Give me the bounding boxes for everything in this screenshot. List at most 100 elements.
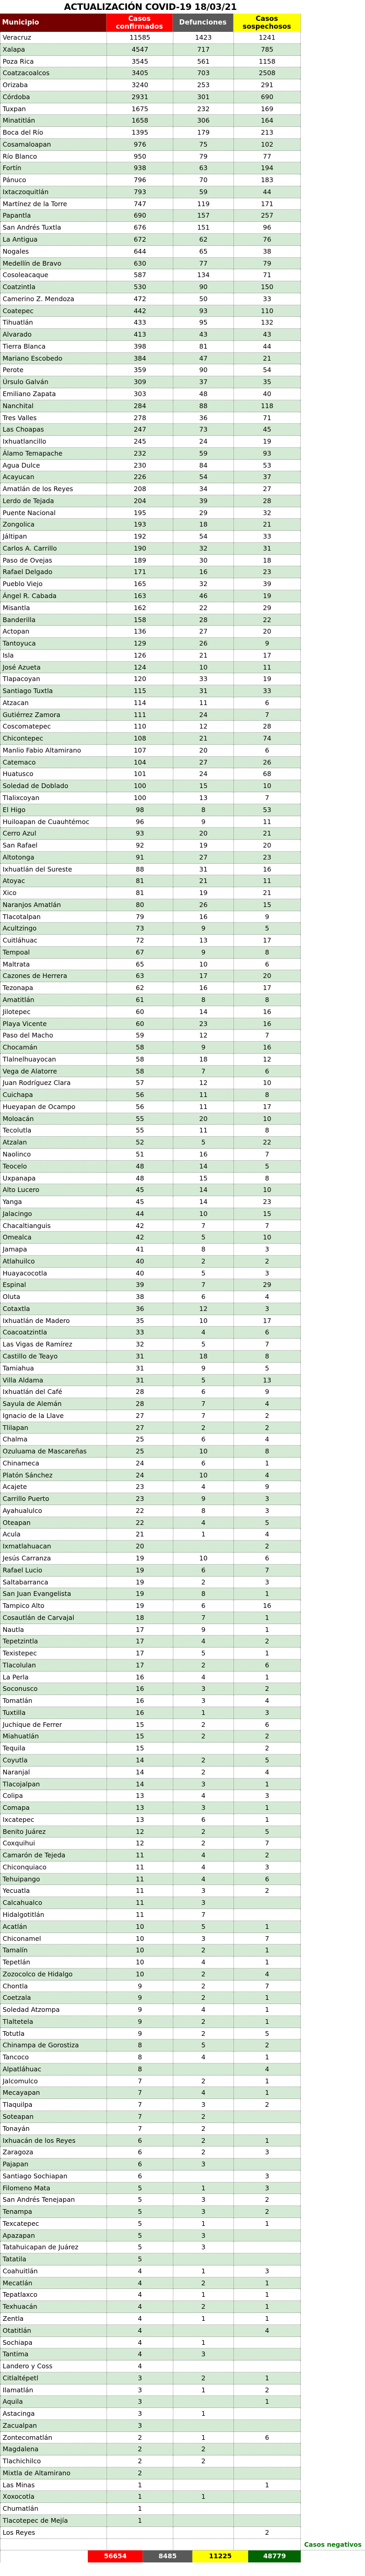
municipio-cell: Amatitlán [0,994,107,1006]
defunciones-cell: 306 [173,115,233,127]
defunciones-cell: 2 [173,2301,233,2312]
municipio-cell: Tihuatlán [0,317,107,329]
confirmados-cell: 2931 [107,91,173,103]
sospechosos-cell: 5 [233,1517,301,1529]
sospechosos-cell [233,2467,301,2479]
defunciones-cell: 10 [173,1315,233,1327]
sospechosos-cell: 5 [233,2028,301,2040]
sospechosos-cell: 1 [233,1612,301,1624]
table-row: Cosamaloapan 976 75 102 [0,138,301,151]
confirmados-cell: 4 [107,2324,173,2336]
sospechosos-cell: 3 [233,2170,301,2182]
confirmados-cell: 9 [107,2004,173,2016]
defunciones-cell: 3 [173,1778,233,1790]
table-row: Tonayán 7 2 [0,2122,301,2135]
table-row: Cuitláhuac 72 13 17 [0,935,301,947]
confirmados-cell: 126 [107,649,173,661]
table-row: Citlaltépetl 3 2 1 [0,2372,301,2384]
confirmados-cell: 21 [107,1529,173,1541]
sospechosos-cell: 213 [233,127,301,138]
table-row: Alvarado 413 43 43 [0,329,301,341]
defunciones-cell: 7 [173,1398,233,1410]
sospechosos-cell: 37 [233,471,301,483]
sospechosos-cell: 35 [233,376,301,388]
municipio-cell: Sochiapa [0,2336,107,2348]
sospechosos-cell: 16 [233,1018,301,1030]
confirmados-cell: 100 [107,780,173,792]
confirmados-cell: 80 [107,899,173,911]
defunciones-cell: 2 [173,2110,233,2122]
municipio-cell: Cosoleacaque [0,269,107,281]
table-row: La Perla 16 4 1 [0,1671,301,1684]
table-row: Paso del Macho 59 12 7 [0,1030,301,1042]
defunciones-cell: 33 [173,673,233,685]
table-row: Las Choapas 247 73 45 [0,424,301,436]
sospechosos-cell: 53 [233,804,301,816]
defunciones-cell: 19 [173,887,233,899]
defunciones-cell: 2 [173,1422,233,1434]
table-row: Naranjos Amatlán 80 26 15 [0,899,301,911]
municipio-cell: Tomatlán [0,1695,107,1707]
municipio-cell: Carrillo Puerto [0,1493,107,1505]
defunciones-cell: 26 [173,899,233,911]
confirmados-cell: 165 [107,578,173,590]
table-row: Martínez de la Torre 747 119 171 [0,198,301,210]
confirmados-cell: 17 [107,1648,173,1659]
sospechosos-cell [233,2443,301,2455]
table-row: Soledad de Doblado 100 15 10 [0,780,301,792]
municipio-cell: Orizaba [0,79,107,91]
municipio-cell: Río Blanco [0,150,107,162]
table-row: Atzacan 114 11 6 [0,697,301,709]
municipio-cell: Puente Nacional [0,507,107,519]
defunciones-cell: 6 [173,1457,233,1469]
municipio-cell: Saltabarranca [0,1576,107,1588]
table-row: Jilotepec 60 14 16 [0,1006,301,1018]
sospechosos-cell: 71 [233,269,301,281]
sospechosos-cell: 2 [233,2099,301,2110]
municipio-cell: Sayula de Alemán [0,1398,107,1410]
municipio-cell: Huatusco [0,768,107,780]
confirmados-cell: 630 [107,257,173,269]
confirmados-cell: 55 [107,1125,173,1137]
defunciones-cell: 4 [173,2087,233,2099]
table-row: Pajapan 6 3 [0,2158,301,2170]
municipio-cell: Aquila [0,2396,107,2408]
confirmados-cell: 15 [107,1731,173,1743]
sospechosos-cell: 18 [233,554,301,566]
municipio-cell: Huiloapan de Cuauhtémoc [0,816,107,828]
sospechosos-cell [233,2336,301,2348]
table-row: Cazones de Herrera 63 17 20 [0,970,301,983]
table-row: Hidalgotitlán 11 7 [0,1909,301,1921]
municipio-cell: Vega de Alatorre [0,1065,107,1077]
municipio-cell: Ignacio de la Llave [0,1410,107,1422]
municipio-cell: Acatlán [0,1921,107,1933]
defunciones-cell [173,2396,233,2408]
confirmados-cell: 4 [107,2360,173,2372]
sospechosos-cell: 3 [233,2146,301,2158]
municipio-cell: Tancoco [0,2052,107,2063]
confirmados-cell: 17 [107,1659,173,1671]
municipio-cell: Rafael Lucio [0,1564,107,1576]
municipio-cell: Acultzingo [0,923,107,935]
table-row: Acayucan 226 54 37 [0,471,301,484]
table-row: Veracruz 11585 1423 1241 [0,32,301,44]
defunciones-cell: 5 [173,1648,233,1659]
confirmados-cell: 59 [107,1030,173,1042]
sospechosos-cell: 5 [233,1160,301,1172]
table-row: Chumatlán 1 [0,2503,301,2515]
sospechosos-cell: 12 [233,1053,301,1065]
table-row: Oteapan 22 4 5 [0,1517,301,1529]
confirmados-cell: 41 [107,1244,173,1255]
confirmados-cell: 79 [107,911,173,923]
defunciones-cell: 2 [173,1968,233,1980]
municipio-cell: Oteapan [0,1517,107,1529]
sospechosos-cell: 8 [233,1350,301,1362]
sospechosos-cell: 3 [233,1707,301,1719]
municipio-cell: Paso de Ovejas [0,554,107,566]
table-row: Manlio Fabio Altamirano 107 20 6 [0,744,301,757]
table-row: Teocelo 48 14 5 [0,1160,301,1173]
municipio-cell: Tantoyuca [0,638,107,649]
defunciones-cell: 81 [173,340,233,352]
municipio-cell: Las Choapas [0,424,107,436]
defunciones-cell [173,2503,233,2515]
